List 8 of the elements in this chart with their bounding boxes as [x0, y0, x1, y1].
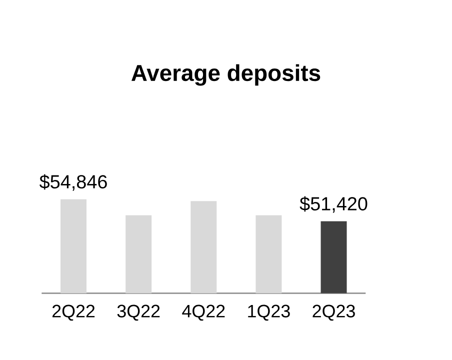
x-tick-label: 4Q22 [182, 304, 225, 321]
x-tick-label: 2Q22 [52, 304, 95, 321]
x-tick-label: 1Q23 [248, 304, 290, 321]
data-label: $51,420 [300, 196, 368, 213]
x-tick-label: 3Q22 [117, 304, 160, 321]
data-label: $54,846 [40, 174, 107, 191]
chart-title: Average deposits [131, 64, 320, 86]
x-tick-label: 2Q23 [312, 304, 355, 321]
